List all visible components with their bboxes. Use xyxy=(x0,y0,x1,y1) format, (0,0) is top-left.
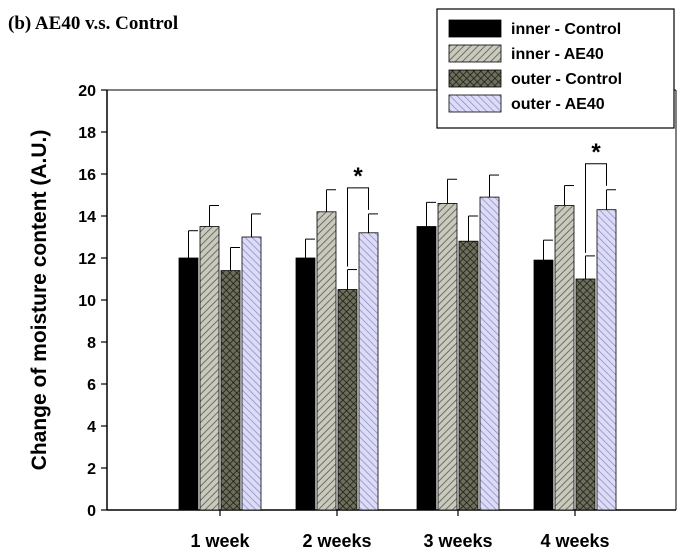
bar xyxy=(533,259,554,511)
y-tick-label: 12 xyxy=(78,251,96,268)
bar xyxy=(337,289,358,511)
y-tick-label: 2 xyxy=(87,461,96,478)
legend-label: outer - Control xyxy=(511,71,622,88)
panel-title: (b) AE40 v.s. Control xyxy=(8,13,178,34)
bar xyxy=(416,226,437,511)
bar xyxy=(458,240,479,511)
significance-star: * xyxy=(591,139,601,166)
legend-label: inner - AE40 xyxy=(511,46,604,63)
y-tick-label: 18 xyxy=(78,125,96,142)
significance-star: * xyxy=(353,163,363,190)
x-tick-label: 3 weeks xyxy=(423,531,492,551)
y-tick-label: 0 xyxy=(87,503,96,520)
legend-swatch xyxy=(448,19,502,38)
bar xyxy=(295,257,316,511)
bar xyxy=(178,257,199,511)
bar xyxy=(437,202,458,511)
bar xyxy=(241,236,262,511)
bar xyxy=(358,232,379,511)
legend-swatch xyxy=(448,94,502,113)
x-tick-label: 2 weeks xyxy=(302,531,371,551)
plot-area: 0 2 4 6 8 10 12 14 16 18 20 1 week 2 weeks 3 weeks 4 w… xyxy=(78,83,677,551)
bar xyxy=(575,278,596,511)
y-tick-label: 16 xyxy=(78,167,96,184)
legend-label: outer - AE40 xyxy=(511,96,605,113)
bar xyxy=(479,196,500,511)
y-tick-label: 14 xyxy=(78,209,96,226)
y-tick-label: 6 xyxy=(87,377,96,394)
y-tick-label: 8 xyxy=(87,335,96,352)
significance-bracket xyxy=(585,163,607,253)
x-tick-label: 4 weeks xyxy=(540,531,609,551)
legend: inner - Control inner - AE40 outer - Contr… xyxy=(436,8,675,129)
y-axis-label: Change of moisture content (A.U.) xyxy=(28,130,51,471)
bar xyxy=(554,205,575,511)
x-tick-label: 1 week xyxy=(190,531,250,551)
y-tick-label: 20 xyxy=(78,83,96,100)
significance-bracket xyxy=(347,187,369,267)
bar xyxy=(220,270,241,511)
bar xyxy=(596,209,617,511)
legend-swatch xyxy=(448,69,502,88)
y-tick-label: 10 xyxy=(78,293,96,310)
bar xyxy=(316,211,337,511)
legend-label: inner - Control xyxy=(511,21,621,38)
legend-swatch xyxy=(448,44,502,63)
bar xyxy=(199,226,220,511)
y-tick-label: 4 xyxy=(87,419,96,436)
